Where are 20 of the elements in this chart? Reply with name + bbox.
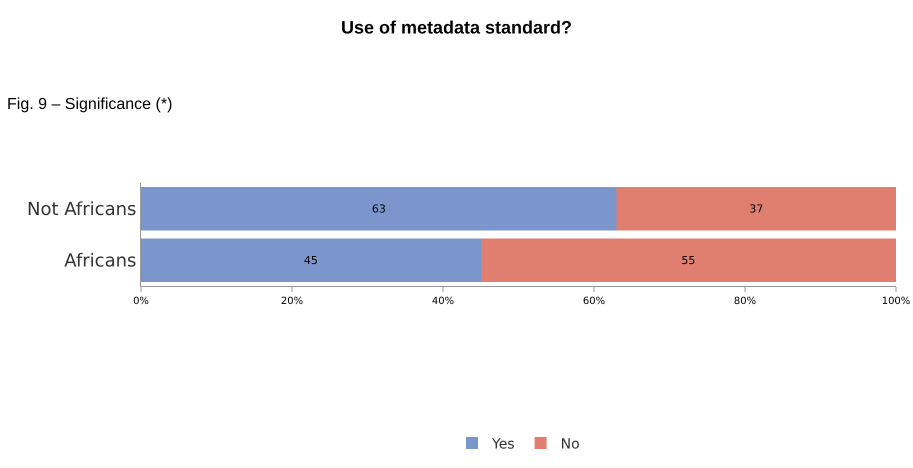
legend-label: Yes (491, 436, 515, 452)
data-label: 63 (372, 202, 386, 216)
legend-label: No (560, 436, 580, 452)
y-tick-label: Not Africans (27, 199, 136, 220)
bar (141, 186, 617, 231)
y-tick-label: Africans (64, 250, 136, 272)
x-tick-label: 40% (432, 296, 454, 307)
data-label: 45 (304, 254, 318, 267)
chart-title: Use of metadata standard? (340, 18, 572, 38)
bar (616, 186, 896, 231)
bar (480, 238, 896, 282)
x-tick-label: 100% (882, 296, 910, 307)
x-tick-label: 0% (133, 296, 149, 307)
x-tick-label: 80% (734, 296, 756, 307)
data-label: 55 (681, 254, 696, 267)
x-tick-label: 60% (582, 296, 606, 307)
data-label: 37 (749, 202, 764, 216)
caption: Fig. 9 – Significance (*) (7, 96, 172, 113)
bar (141, 238, 481, 282)
x-tick-label: 20% (280, 296, 304, 307)
